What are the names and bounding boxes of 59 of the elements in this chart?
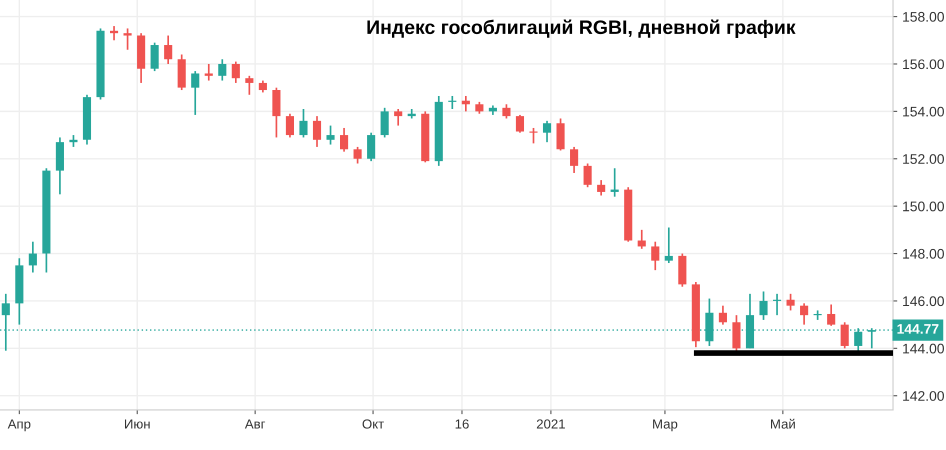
candlestick — [354, 146, 362, 164]
candlestick — [475, 101, 484, 115]
candlestick — [312, 115, 322, 148]
x-tick-label: 2021 — [536, 419, 565, 429]
candlestick — [786, 293, 795, 312]
x-tick-label: Май — [771, 418, 795, 429]
candlestick — [299, 108, 308, 138]
x-tick-label: 16 — [456, 419, 469, 429]
y-tick-label: 150.00 — [903, 201, 944, 212]
candlestick — [827, 304, 836, 327]
candlestick — [570, 146, 578, 174]
candlestick — [759, 290, 768, 321]
y-tick-label: 148.00 — [903, 248, 944, 259]
candlestick — [448, 95, 456, 110]
candlestick — [718, 304, 727, 326]
x-tick-label: Окт — [362, 419, 384, 429]
y-tick-label: 156.00 — [903, 59, 944, 70]
y-tick-label: 154.00 — [903, 106, 944, 117]
y-tick-label: 152.00 — [903, 154, 944, 164]
y-tick-label: 144.00 — [903, 344, 944, 354]
candlestick — [204, 63, 213, 82]
x-tick-label: Июн — [124, 419, 150, 429]
candlestick — [394, 108, 402, 126]
candlestick — [610, 167, 619, 198]
candlestick — [218, 58, 226, 82]
candlestick — [502, 103, 510, 120]
candlestick — [651, 240, 660, 271]
candlestick — [584, 162, 592, 188]
candlestick — [340, 127, 348, 152]
candlestick — [28, 240, 37, 274]
candlestick — [408, 108, 416, 120]
candlestick — [232, 60, 240, 84]
y-tick-label: 146.00 — [903, 296, 944, 306]
candlestick — [191, 70, 200, 116]
candlestick — [488, 104, 497, 116]
x-tick-label: Апр — [8, 419, 30, 432]
candlestick — [326, 124, 335, 146]
candlestick — [800, 302, 808, 326]
candlestick — [124, 28, 132, 51]
candlestick — [164, 34, 172, 65]
text: Индекс гособлигаций RGBI, дневной график — [367, 19, 796, 38]
candlestick — [150, 42, 159, 72]
x-tick-label: Мар — [653, 419, 678, 432]
candlestick — [462, 95, 470, 112]
candlestick — [245, 74, 254, 96]
candlestick — [367, 132, 376, 162]
y-tick-label: 158.00 — [903, 12, 944, 22]
candlestick — [258, 80, 267, 94]
candlestick — [664, 226, 673, 264]
y-tick-label: 142.00 — [903, 391, 944, 401]
x-tick-label: Авг — [244, 419, 266, 429]
candlestick — [516, 114, 524, 134]
candlestick — [286, 112, 294, 138]
candlestick — [840, 321, 849, 350]
candlestick — [597, 179, 606, 196]
candlestick — [542, 120, 552, 144]
candlestick — [638, 229, 646, 250]
candlestick — [380, 106, 389, 138]
ref-line-label: 144.77 — [897, 324, 938, 334]
